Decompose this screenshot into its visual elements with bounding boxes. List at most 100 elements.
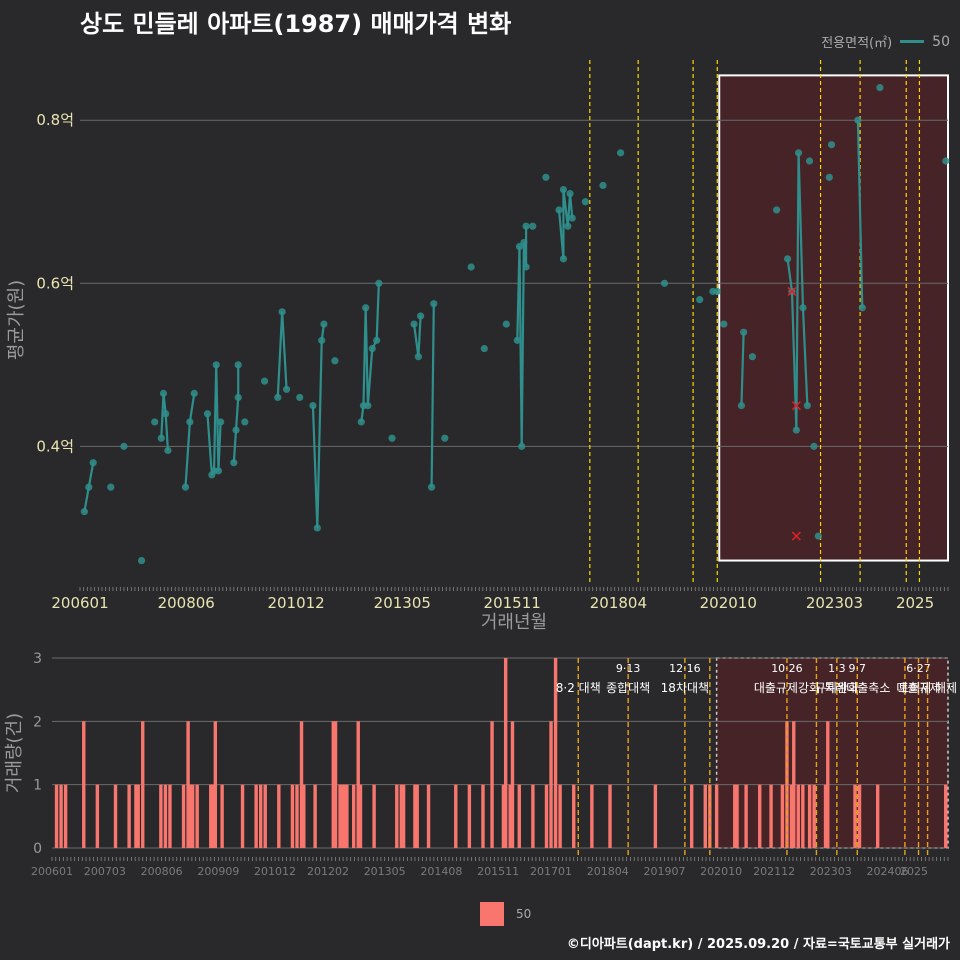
data-point	[559, 185, 568, 194]
data-point	[542, 173, 550, 181]
x-tick-label: 201012	[267, 594, 324, 612]
series-segment	[797, 152, 805, 308]
cancelled-marker	[791, 531, 801, 541]
volume-bar	[944, 784, 948, 848]
volume-bar	[853, 784, 857, 848]
data-point	[737, 402, 746, 410]
volume-bar	[812, 784, 816, 848]
data-point	[159, 389, 168, 397]
volume-bar	[188, 784, 193, 848]
data-point	[414, 353, 423, 361]
series-segment	[795, 152, 800, 431]
policy-label: 대출규제	[896, 681, 940, 695]
volume-bar	[857, 784, 862, 848]
volume-bar	[415, 784, 419, 848]
volume-bar	[338, 784, 342, 848]
volume-bar	[758, 784, 762, 848]
data-point	[803, 402, 811, 410]
y-tick-label: 0	[33, 841, 42, 857]
series-segment	[276, 311, 284, 398]
volume-bar	[792, 721, 796, 848]
policy-label: 종합대책	[606, 680, 650, 695]
x-tick-label: 202010	[700, 594, 757, 612]
volume-bar	[789, 784, 794, 848]
data-point	[772, 206, 781, 214]
volume-bar	[785, 721, 789, 848]
volume-bar	[708, 784, 712, 848]
x-tick-label: 202112	[753, 865, 795, 878]
data-point	[274, 393, 282, 402]
volume-bar	[299, 721, 304, 848]
data-point	[522, 263, 530, 271]
data-point	[181, 483, 190, 491]
data-point	[810, 442, 818, 450]
series-segment	[316, 340, 323, 528]
x-tick-label: 200601	[31, 865, 73, 878]
volume-bar	[190, 784, 195, 848]
volume-bar	[531, 784, 535, 848]
data-point	[260, 377, 269, 385]
data-point	[518, 442, 526, 450]
volume-bar	[295, 784, 299, 848]
data-point	[814, 532, 822, 540]
data-point	[502, 320, 510, 328]
volume-bar	[503, 658, 508, 848]
x-tick-label: 200806	[141, 865, 183, 878]
volume-bar	[313, 784, 317, 848]
policy-label: 8·2 대책	[556, 680, 601, 695]
volume-bar	[213, 721, 218, 848]
volume-bar	[796, 784, 800, 848]
data-point	[186, 418, 194, 426]
volume-bar	[744, 784, 748, 848]
data-point	[234, 361, 242, 369]
data-point	[362, 304, 370, 312]
data-point	[234, 393, 242, 402]
data-point	[203, 410, 212, 418]
volume-bar	[127, 784, 131, 848]
volume-bar	[263, 784, 267, 848]
data-point	[214, 467, 223, 475]
y-tick-label: 3	[33, 651, 42, 667]
volume-bar	[826, 721, 830, 848]
data-point	[805, 157, 814, 165]
data-point	[320, 320, 328, 328]
legend-top: 전용면적(㎡) 50	[821, 32, 950, 52]
policy-label: 규제완화	[815, 681, 859, 695]
data-point	[520, 238, 528, 247]
data-point	[740, 328, 748, 336]
volume-bar	[220, 784, 224, 848]
x-tick-label: 200601	[51, 594, 108, 612]
data-point	[522, 222, 530, 230]
data-point	[278, 308, 286, 316]
y-tick-label: 0.6억	[36, 274, 74, 292]
y-tick-label: 2	[33, 714, 42, 730]
data-point	[827, 141, 836, 149]
data-point	[566, 190, 574, 198]
series-segment	[801, 307, 809, 406]
legend-value: 50	[932, 33, 950, 50]
data-point	[599, 181, 607, 190]
data-point	[581, 198, 590, 206]
series-segment	[160, 393, 165, 439]
data-point	[80, 508, 88, 516]
x-tick-label: 202010	[700, 865, 742, 878]
series-segment	[740, 332, 745, 406]
data-point	[388, 434, 396, 442]
volume-bar	[401, 784, 406, 848]
volume-bar	[413, 784, 417, 848]
policy-label: 특례대출축소	[824, 681, 890, 695]
policy-date: 1·3	[828, 662, 846, 675]
data-point	[357, 418, 365, 426]
x-tick-label: 201511	[477, 865, 519, 878]
policy-date: 9·7	[849, 662, 867, 675]
cancelled-marker	[787, 286, 797, 296]
volume-bar	[454, 784, 458, 848]
volume-bar	[426, 784, 431, 848]
series-segment	[366, 348, 374, 406]
data-point	[660, 279, 669, 287]
series-segment	[430, 303, 435, 488]
volume-bar	[195, 784, 199, 848]
volume-bar	[399, 784, 404, 848]
data-point	[282, 385, 291, 393]
